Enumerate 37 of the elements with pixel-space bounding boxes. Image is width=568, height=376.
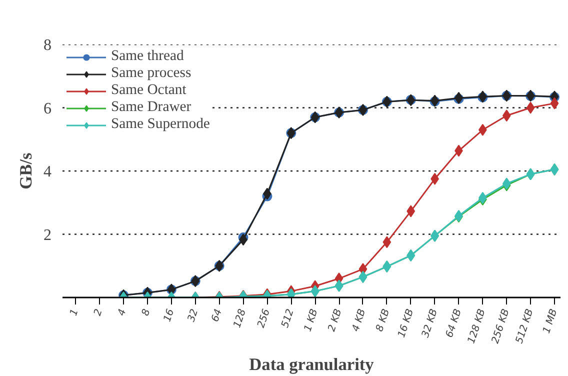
x-tick-label: 2 <box>92 308 105 318</box>
x-tick-label: 8 <box>140 308 153 318</box>
x-tick-label: 256 <box>256 308 272 330</box>
x-tick-label: 16 <box>162 308 177 324</box>
point <box>382 236 392 248</box>
x-tick-label: 256 KB <box>490 308 512 346</box>
x-tick-label: 1 MB <box>541 308 560 335</box>
x-tick-label: 4 <box>116 308 129 318</box>
y-tick-label: 6 <box>44 100 52 118</box>
point <box>550 97 559 110</box>
legend-label: Same Octant <box>111 82 186 99</box>
legend-label: Same Drawer <box>111 99 192 116</box>
x-tick-label: 64 KB <box>444 308 464 340</box>
legend-label: Same thread <box>111 48 184 65</box>
point <box>502 110 511 122</box>
x-tick-label: 512 <box>280 308 296 330</box>
point <box>406 205 416 218</box>
y-axis-title: GB/s <box>16 152 36 190</box>
x-tick-label: 128 <box>232 308 248 330</box>
x-tick-label: 512 KB <box>514 308 536 346</box>
x-tick-label: 2 KB <box>326 308 344 334</box>
point <box>526 102 535 114</box>
x-tick-label: 1 KB <box>302 308 320 334</box>
x-tick-label: 4 KB <box>350 308 368 334</box>
y-tick-label: 8 <box>44 37 52 54</box>
x-tick-label: 1 <box>68 308 81 318</box>
legend-label: Same Supernode <box>111 116 210 133</box>
x-tick-label: 16 KB <box>396 308 416 340</box>
x-axis-title: Data granularity <box>249 354 374 374</box>
x-tick-label: 64 <box>210 308 225 324</box>
x-tick-label: 32 <box>186 308 201 324</box>
legend-label: Same process <box>111 65 192 82</box>
x-tick-label: 32 KB <box>420 308 440 340</box>
x-tick-label: 8 KB <box>374 308 392 334</box>
y-tick-label: 2 <box>44 226 52 244</box>
y-tick-label: 4 <box>44 164 52 180</box>
x-tick-label: 128 KB <box>466 308 488 346</box>
